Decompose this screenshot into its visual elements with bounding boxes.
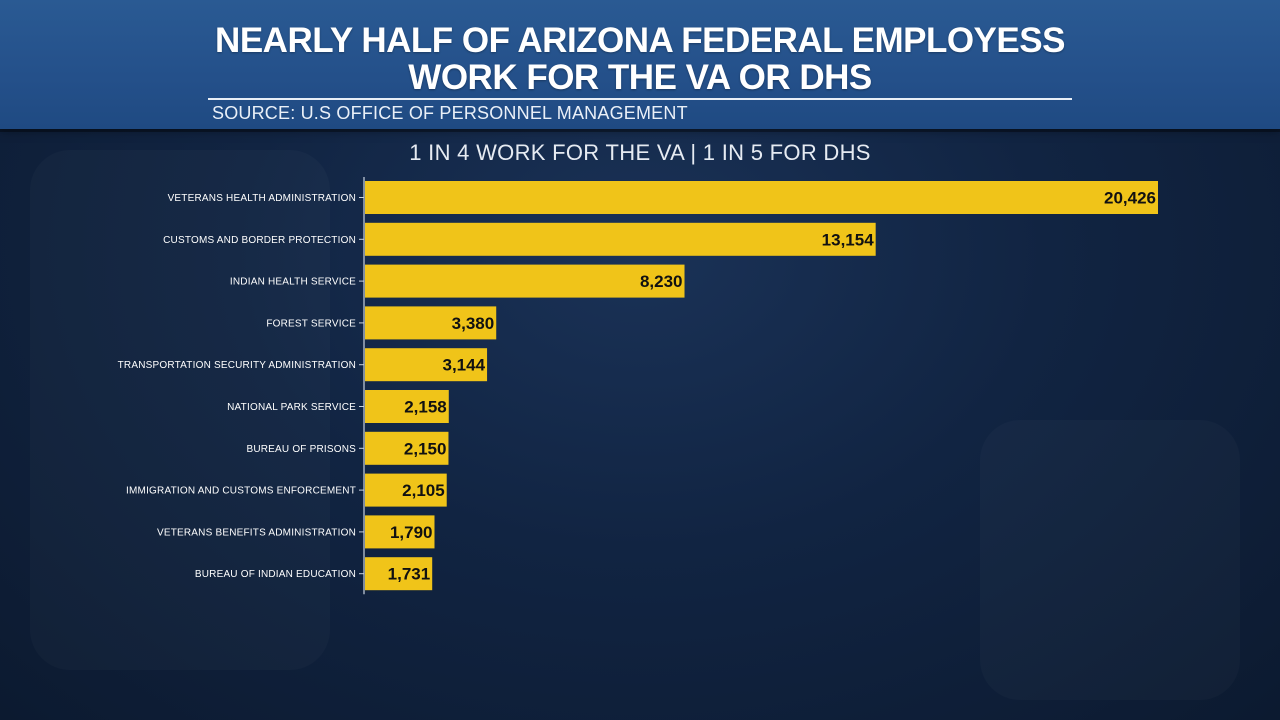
value-label: 1,790 — [390, 523, 433, 542]
value-label: 20,426 — [1104, 189, 1156, 208]
value-label: 2,105 — [402, 481, 445, 500]
bar — [365, 264, 685, 298]
category-label: CUSTOMS AND BORDER PROTECTION — [163, 235, 356, 246]
value-label: 3,380 — [452, 314, 495, 333]
chart-title: NEARLY HALF OF ARIZONA FEDERAL EMPLOYESS… — [215, 21, 1065, 97]
source-note: SOURCE: U.S OFFICE OF PERSONNEL MANAGEME… — [212, 103, 688, 123]
value-label: 2,150 — [404, 439, 447, 458]
category-label: BUREAU OF PRISONS — [246, 444, 356, 455]
bar — [365, 390, 449, 423]
value-label: 8,230 — [640, 272, 683, 291]
bar — [365, 181, 1158, 214]
header-band — [0, 0, 1280, 132]
category-label: VETERANS BENEFITS ADMINISTRATION — [157, 527, 356, 538]
bar — [365, 222, 876, 256]
value-label: 13,154 — [822, 230, 875, 249]
value-label: 2,158 — [404, 398, 447, 417]
bar — [365, 431, 449, 465]
bar — [365, 515, 435, 549]
value-label: 3,144 — [443, 356, 486, 375]
category-label: FOREST SERVICE — [266, 318, 356, 329]
category-label: NATIONAL PARK SERVICE — [227, 402, 356, 413]
bar — [365, 557, 433, 591]
bar — [365, 306, 497, 340]
category-label: BUREAU OF INDIAN EDUCATION — [195, 569, 356, 580]
bar — [365, 473, 447, 507]
category-label: IMMIGRATION AND CUSTOMS ENFORCEMENT — [126, 486, 356, 497]
chart-subtitle: 1 IN 4 WORK FOR THE VA | 1 IN 5 FOR DHS — [409, 140, 871, 165]
title-divider — [208, 98, 1072, 100]
category-label: TRANSPORTATION SECURITY ADMINISTRATION — [118, 360, 356, 371]
category-label: VETERANS HEALTH ADMINISTRATION — [168, 193, 356, 204]
bar — [365, 348, 488, 382]
category-label: INDIAN HEALTH SERVICE — [230, 277, 356, 288]
value-label: 1,731 — [388, 565, 431, 584]
